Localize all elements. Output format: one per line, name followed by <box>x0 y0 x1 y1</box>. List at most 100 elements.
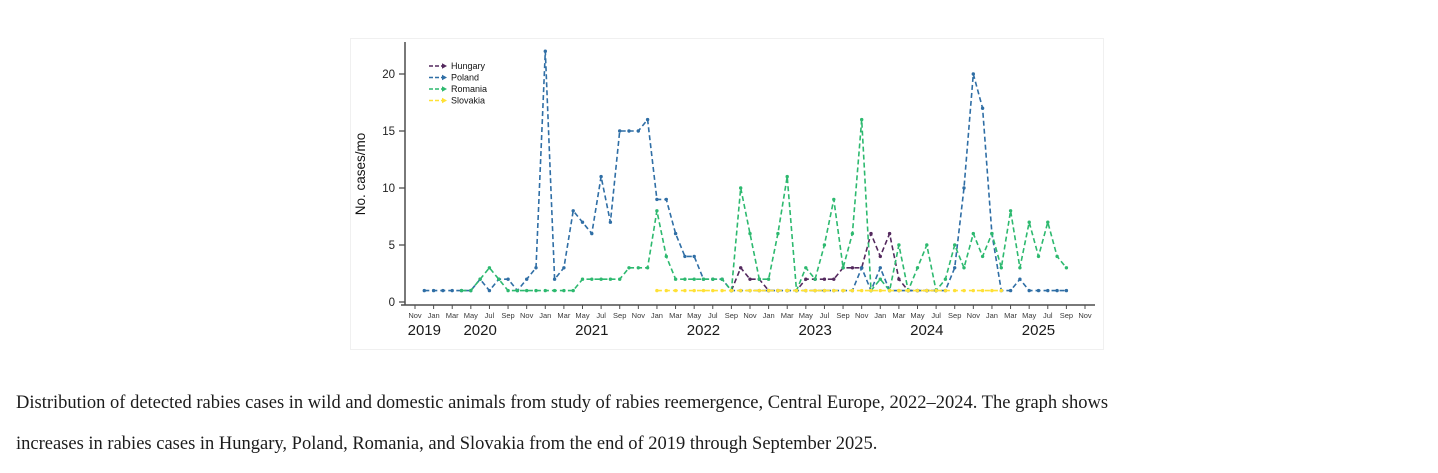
data-point-poland <box>580 220 585 224</box>
data-point-slovakia <box>869 288 873 293</box>
data-point-romania <box>748 231 752 236</box>
data-point-romania <box>813 277 817 281</box>
x-tick-label: May <box>910 311 924 320</box>
y-tick-label: 10 <box>382 183 395 195</box>
data-point-slovakia <box>701 288 706 293</box>
x-tick-label: Jan <box>428 311 440 320</box>
data-point-poland <box>664 197 668 202</box>
data-point-poland <box>645 117 650 122</box>
legend-marker-hungary <box>442 63 447 69</box>
x-year-label: 2019 <box>408 322 441 339</box>
x-tick-label: Mar <box>557 311 570 320</box>
data-point-slovakia <box>943 288 948 293</box>
data-point-poland <box>980 106 985 110</box>
data-point-romania <box>534 288 538 293</box>
data-point-hungary <box>850 266 855 270</box>
data-point-slovakia <box>673 288 678 293</box>
x-year-label: 2024 <box>910 322 943 339</box>
data-point-romania <box>962 266 966 270</box>
data-point-slovakia <box>813 288 817 293</box>
x-tick-label: May <box>575 311 589 320</box>
data-point-romania <box>525 288 529 293</box>
x-year-label: 2025 <box>1022 322 1055 339</box>
data-point-slovakia <box>683 288 687 293</box>
data-point-poland <box>450 288 454 293</box>
data-point-romania <box>590 277 594 281</box>
data-point-romania <box>562 288 566 293</box>
y-axis-title: No. cases/mo <box>353 133 368 216</box>
x-tick-label: Sep <box>836 311 849 320</box>
data-point-romania <box>673 277 678 281</box>
data-point-romania <box>469 288 473 293</box>
data-point-slovakia <box>850 288 855 293</box>
x-tick-label: Jan <box>986 311 998 320</box>
data-point-poland <box>673 231 678 236</box>
y-tick-label: 20 <box>382 69 395 81</box>
data-point-romania <box>953 243 957 247</box>
data-point-poland <box>571 209 575 213</box>
data-point-romania <box>1055 254 1059 259</box>
x-tick-label: Nov <box>520 311 534 320</box>
data-point-romania <box>506 288 510 293</box>
data-point-romania <box>1036 254 1041 259</box>
data-point-poland <box>1008 288 1013 293</box>
legend-label-romania: Romania <box>451 84 487 94</box>
data-point-romania <box>692 277 696 281</box>
data-point-romania <box>804 266 808 270</box>
data-point-poland <box>953 266 957 270</box>
data-point-poland <box>562 266 566 270</box>
data-point-slovakia <box>822 288 827 293</box>
data-point-romania <box>1027 220 1031 224</box>
data-point-romania <box>999 266 1003 270</box>
data-point-hungary <box>869 231 873 236</box>
data-point-romania <box>459 288 464 293</box>
data-point-hungary <box>822 277 827 281</box>
x-tick-label: Jul <box>596 311 606 320</box>
data-point-slovakia <box>729 288 734 293</box>
x-tick-label: Nov <box>632 311 646 320</box>
data-point-romania <box>655 209 659 213</box>
x-tick-label: Sep <box>501 311 514 320</box>
data-point-poland <box>608 220 613 224</box>
x-year-label: 2023 <box>798 322 831 339</box>
figure: 0 5 10 15 20 Nov Jan Mar May Jul Sep Nov Jan Mar May Ju… <box>350 38 1104 350</box>
data-point-romania <box>785 174 789 179</box>
x-tick-label: Jul <box>485 311 495 320</box>
data-point-slovakia <box>739 288 743 293</box>
chart-svg: 0 5 10 15 20 Nov Jan Mar May Jul Sep Nov Jan Mar May Ju… <box>353 42 1095 339</box>
data-point-slovakia <box>664 288 668 293</box>
data-point-romania <box>515 288 520 293</box>
y-tick-label: 5 <box>389 240 395 252</box>
data-point-romania <box>478 277 482 281</box>
data-point-slovakia <box>711 288 715 293</box>
data-point-slovakia <box>748 288 752 293</box>
data-point-slovakia <box>832 288 836 293</box>
data-point-poland <box>590 231 594 236</box>
data-point-poland <box>655 197 659 202</box>
x-tick-label: Mar <box>892 311 905 320</box>
data-point-poland <box>878 266 882 270</box>
x-tick-label: Mar <box>669 311 682 320</box>
data-point-romania <box>608 277 613 281</box>
x-tick-label: May <box>464 311 478 320</box>
data-point-romania <box>971 231 975 236</box>
data-point-romania <box>757 277 761 281</box>
data-point-slovakia <box>785 288 789 293</box>
legend-marker-slovakia <box>442 97 447 104</box>
data-point-poland <box>962 186 966 190</box>
data-point-romania <box>543 288 547 293</box>
data-point-romania <box>701 277 706 281</box>
data-point-poland <box>487 288 492 293</box>
x-tick-label: Jul <box>708 311 718 320</box>
data-point-poland <box>506 277 510 281</box>
data-point-slovakia <box>655 288 659 293</box>
data-point-slovakia <box>887 288 892 293</box>
data-point-poland <box>692 254 696 259</box>
data-point-slovakia <box>776 288 780 293</box>
data-point-slovakia <box>953 288 957 293</box>
data-point-slovakia <box>906 288 910 293</box>
data-point-romania <box>683 277 687 281</box>
legend-label-poland: Poland <box>451 73 479 83</box>
data-point-hungary <box>748 277 752 281</box>
data-point-slovakia <box>720 288 724 293</box>
